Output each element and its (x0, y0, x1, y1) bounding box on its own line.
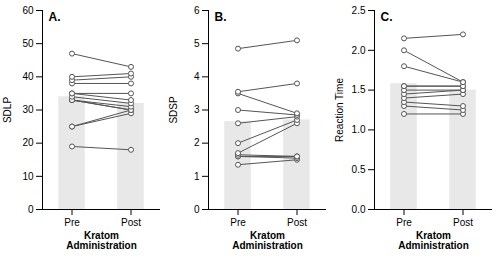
svg-text:0.0: 0.0 (352, 204, 366, 215)
svg-text:30: 30 (22, 104, 34, 115)
svg-text:Post: Post (287, 217, 307, 228)
svg-text:2.0: 2.0 (352, 45, 366, 56)
svg-text:5: 5 (194, 38, 200, 49)
svg-text:Post: Post (121, 217, 141, 228)
svg-text:SDLP: SDLP (2, 97, 13, 123)
svg-text:KratomAdministration: KratomAdministration (66, 230, 137, 251)
svg-text:20: 20 (22, 137, 34, 148)
svg-text:3: 3 (194, 104, 200, 115)
svg-text:Pre: Pre (64, 217, 80, 228)
svg-text:10: 10 (22, 171, 34, 182)
svg-text:1: 1 (194, 171, 200, 182)
svg-text:Pre: Pre (396, 217, 412, 228)
svg-text:60: 60 (22, 5, 34, 16)
svg-text:Reaction Time: Reaction Time (334, 78, 345, 142)
svg-text:2: 2 (194, 137, 200, 148)
svg-text:KratomAdministration: KratomAdministration (232, 230, 303, 251)
svg-text:4: 4 (194, 71, 200, 82)
svg-text:50: 50 (22, 38, 34, 49)
svg-text:40: 40 (22, 71, 34, 82)
svg-text:2.5: 2.5 (352, 5, 366, 16)
svg-text:KratomAdministration: KratomAdministration (398, 230, 469, 251)
svg-text:0: 0 (28, 204, 34, 215)
svg-text:Pre: Pre (230, 217, 246, 228)
svg-text:6: 6 (194, 5, 200, 16)
svg-text:B.: B. (215, 10, 227, 24)
svg-text:1.0: 1.0 (352, 124, 366, 135)
svg-text:0.5: 0.5 (352, 164, 366, 175)
svg-text:A.: A. (49, 10, 61, 24)
svg-text:1.5: 1.5 (352, 84, 366, 95)
svg-text:Post: Post (453, 217, 473, 228)
svg-text:C.: C. (381, 10, 393, 24)
svg-text:SDSP: SDSP (168, 96, 179, 124)
svg-text:0: 0 (194, 204, 200, 215)
